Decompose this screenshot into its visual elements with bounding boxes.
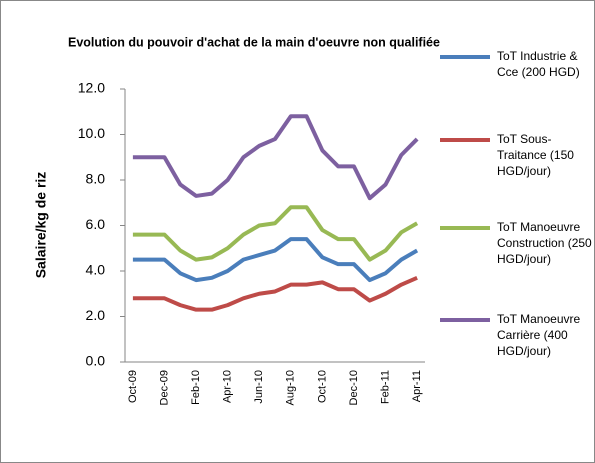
series-line (132, 275, 418, 312)
x-tick-label: Jun-10 (253, 370, 265, 404)
series-line (132, 114, 419, 201)
x-tick-label: Aug-10 (285, 370, 297, 405)
legend-label: ToT Manoeuvre Construction (250 HGD/jour… (497, 220, 592, 266)
x-tick-label: Oct-09 (127, 370, 139, 403)
legend-label: ToT Sous-Traitance (150 HGD/jour) (497, 132, 574, 178)
x-tick-label: Dec-09 (158, 370, 170, 405)
y-tick-label: 4.0 (86, 262, 106, 278)
y-axis-label: Salaire/kg de riz (33, 172, 49, 279)
y-tick-label: 12.0 (78, 80, 105, 96)
x-tick-label: Apr-11 (411, 370, 423, 402)
x-tick-label: Oct-10 (316, 370, 328, 403)
legend-label: ToT Industrie & Cce (200 HGD) (497, 49, 580, 79)
series-line (132, 205, 419, 262)
x-tick-label: Feb-10 (190, 370, 202, 405)
y-tick-label: 0.0 (86, 353, 106, 369)
x-tick-label: Dec-10 (348, 370, 360, 405)
y-tick-label: 6.0 (86, 216, 106, 232)
y-tick-label: 10.0 (78, 125, 105, 141)
series-line (132, 237, 419, 283)
x-tick-label: Feb-11 (379, 370, 391, 404)
y-tick-label: 2.0 (86, 307, 106, 323)
legend-label: ToT Manoeuvre Carrière (400 HGD/jour) (497, 312, 581, 358)
chart-title: Evolution du pouvoir d'achat de la main … (68, 35, 440, 49)
y-tick-label: 8.0 (86, 171, 106, 187)
x-tick-label: Apr-10 (222, 370, 234, 403)
